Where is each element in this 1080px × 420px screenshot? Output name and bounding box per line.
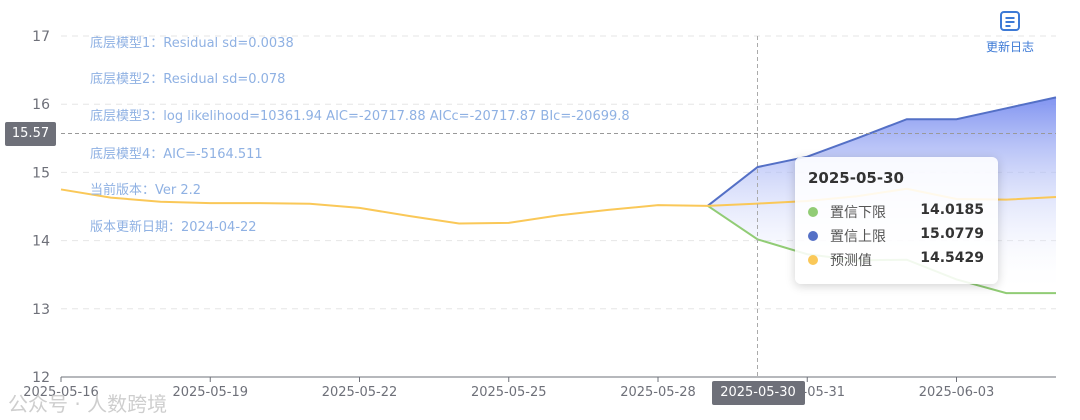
y-tick-label: 16	[32, 97, 50, 113]
axis-pointer	[61, 36, 1056, 377]
axis-pointer-x-label: 2025-05-30	[711, 381, 805, 405]
axes: 12 13 14 15 16 17 2025-05-16 2025-05-19 2025-05-…	[23, 29, 1056, 400]
y-tick-label: 14	[32, 234, 50, 250]
annotation-model3: 底层模型3：log likelihood=10361.94 AIC=-20717…	[90, 109, 630, 124]
tooltip-row-value: 14.0185	[920, 202, 984, 218]
watermark: 公众号 · 人数跨境	[8, 392, 168, 416]
tooltip-row-name: 预测值	[830, 253, 872, 269]
x-tick-label: 2025-05-22	[322, 385, 398, 400]
tooltip-row-forecast: 预测值 14.5429	[808, 250, 986, 270]
legend-dot-lower	[808, 207, 818, 217]
tooltip: 2025-05-30 置信下限 14.0185 置信上限 15.0779 预测值…	[795, 157, 998, 284]
x-tick-label: 2025-05-25	[471, 385, 547, 400]
tooltip-row-upper: 置信上限 15.0779	[808, 226, 986, 246]
tooltip-row-value: 15.0779	[920, 226, 984, 242]
annotation-model2: 底层模型2：Residual sd=0.078	[90, 72, 286, 87]
annotation-update-date: 版本更新日期：2024-04-22	[90, 220, 257, 235]
annotation-model4: 底层模型4：AIC=-5164.511	[90, 147, 263, 162]
tooltip-row-name: 置信上限	[830, 229, 886, 245]
y-tick-label: 12	[32, 370, 50, 386]
changelog-button[interactable]: 更新日志	[979, 10, 1041, 55]
tooltip-title: 2025-05-30	[808, 169, 904, 187]
annotation-version: 当前版本：Ver 2.2	[90, 183, 202, 198]
tooltip-row-lower: 置信下限 14.0185	[808, 202, 986, 222]
changelog-icon	[1000, 11, 1020, 31]
axis-pointer-y-label: 15.57	[5, 121, 56, 146]
series-line-upper	[707, 96, 1057, 207]
legend-dot-forecast	[808, 255, 818, 265]
x-tick-label: 2025-05-16	[23, 385, 99, 400]
x-tick-label: 2025-05-28	[620, 385, 696, 400]
annotation-model1: 底层模型1：Residual sd=0.0038	[90, 36, 294, 51]
changelog-label: 更新日志	[985, 40, 1034, 54]
tooltip-row-name: 置信下限	[830, 205, 886, 221]
legend-dot-upper	[808, 231, 818, 241]
y-tick-label: 15	[32, 165, 50, 181]
x-tick-label: 2025-06-03	[919, 385, 995, 400]
x-tick-label: 2025-05-19	[172, 385, 248, 400]
y-tick-label: 13	[32, 302, 50, 318]
tooltip-row-value: 14.5429	[920, 250, 984, 266]
y-tick-label: 17	[32, 29, 50, 45]
